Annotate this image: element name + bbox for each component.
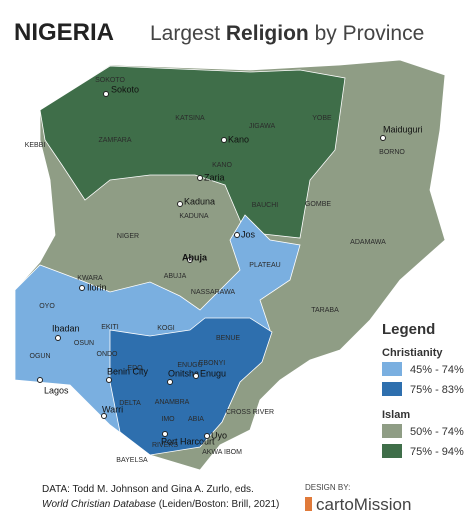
city-dot bbox=[162, 431, 168, 437]
city-label: Port Harcourt bbox=[161, 436, 215, 446]
credit-label: DESIGN BY: bbox=[305, 483, 350, 492]
state-label: KANO bbox=[212, 162, 232, 169]
state-label: OSUN bbox=[74, 340, 94, 347]
state-label: BAYELSA bbox=[116, 457, 148, 464]
state-label: OYO bbox=[39, 303, 55, 310]
map bbox=[14, 59, 446, 471]
state-label: IMO bbox=[161, 416, 175, 423]
city-label: Zaria bbox=[204, 172, 225, 182]
legend-label: 45% - 74% bbox=[410, 364, 464, 376]
city-dot bbox=[37, 377, 43, 383]
state-label: ANAMBRA bbox=[155, 399, 190, 406]
source-italic: World Christian Database bbox=[42, 499, 156, 510]
city-dot bbox=[55, 335, 61, 341]
state-label: DELTA bbox=[119, 400, 141, 407]
state-label: JIGAWA bbox=[249, 123, 276, 130]
city-dot bbox=[167, 379, 173, 385]
city-label: Maiduguri bbox=[383, 124, 423, 134]
city-dot bbox=[380, 135, 386, 141]
state-label: EKITI bbox=[101, 324, 119, 331]
city-dot bbox=[234, 232, 240, 238]
city-dot bbox=[79, 285, 85, 291]
source-line: DATA: Todd M. Johnson and Gina A. Zurlo,… bbox=[42, 484, 254, 495]
legend-swatch bbox=[382, 382, 402, 396]
legend-group: Islam bbox=[382, 409, 410, 421]
city-label: Uyo bbox=[211, 430, 227, 440]
state-label: RIVERS bbox=[152, 442, 178, 449]
state-label: ABUJA bbox=[164, 273, 187, 280]
state-label: NASSARAWA bbox=[191, 289, 236, 296]
city-dot bbox=[101, 413, 107, 419]
state-label: AKWA IBOM bbox=[202, 449, 242, 456]
state-label: KATSINA bbox=[175, 115, 205, 122]
state-label: ONDO bbox=[97, 351, 119, 358]
source-rest: (Leiden/Boston: Brill, 2021) bbox=[156, 499, 279, 510]
state-label: ADAMAWA bbox=[350, 239, 386, 246]
state-label: CROSS RIVER bbox=[226, 409, 274, 416]
legend-group: Christianity bbox=[382, 347, 443, 359]
city-label: Ilorin bbox=[87, 282, 107, 292]
city-dot bbox=[193, 373, 199, 379]
legend-swatch bbox=[382, 424, 402, 438]
city-dot bbox=[177, 201, 183, 207]
city-dot bbox=[187, 257, 193, 263]
city-label: Sokoto bbox=[111, 84, 139, 94]
title: NIGERIA bbox=[14, 19, 114, 46]
subtitle-bold: Religion bbox=[226, 22, 309, 45]
city-dot bbox=[103, 91, 109, 97]
subtitle: Largest Religion by Province bbox=[150, 22, 424, 45]
city-label: Onitsha bbox=[168, 368, 199, 378]
city-label: Enugu bbox=[200, 368, 226, 378]
city-label: Lagos bbox=[44, 385, 69, 395]
state-label: BENUE bbox=[216, 335, 240, 342]
legend-swatch bbox=[382, 444, 402, 458]
city-dot bbox=[197, 175, 203, 181]
subtitle-part: Largest bbox=[150, 22, 226, 45]
city-label: Ibadan bbox=[52, 323, 80, 333]
state-label: BORNO bbox=[379, 149, 405, 156]
city-label: Kaduna bbox=[184, 196, 215, 206]
state-label: KEBBI bbox=[25, 142, 46, 149]
subtitle-part: by Province bbox=[309, 22, 425, 45]
city-label: Abuja bbox=[182, 252, 208, 262]
source-line: World Christian Database (Leiden/Boston:… bbox=[42, 499, 279, 510]
legend-label: 75% - 94% bbox=[410, 446, 464, 458]
city-dot bbox=[204, 433, 210, 439]
state-label: YOBE bbox=[312, 115, 332, 122]
credit-icon bbox=[305, 497, 312, 511]
city-label: Warri bbox=[102, 404, 123, 414]
city-dot bbox=[106, 377, 112, 383]
state-label: SOKOTO bbox=[95, 77, 125, 84]
legend-label: 50% - 74% bbox=[410, 426, 464, 438]
state-label: ZAMFARA bbox=[98, 137, 131, 144]
state-label: NIGER bbox=[117, 233, 139, 240]
credit-name: cartoMission bbox=[316, 495, 411, 514]
city-dot bbox=[221, 137, 227, 143]
state-label: ENUGU bbox=[177, 362, 202, 369]
state-label: BAUCHI bbox=[252, 202, 279, 209]
state-label: TARABA bbox=[311, 307, 339, 314]
legend-label: 75% - 83% bbox=[410, 384, 464, 396]
state-label: GOMBE bbox=[305, 201, 331, 208]
state-label: EBONYI bbox=[199, 360, 226, 367]
region-christian-high bbox=[109, 317, 273, 456]
state-label: OGUN bbox=[30, 353, 51, 360]
state-label: EDO bbox=[127, 365, 143, 372]
legend-swatch bbox=[382, 362, 402, 376]
legend-title: Legend bbox=[382, 321, 435, 338]
city-label: Benin City bbox=[107, 366, 149, 376]
state-label: KOGI bbox=[157, 325, 175, 332]
city-label: Kano bbox=[228, 134, 249, 144]
state-label: KADUNA bbox=[179, 213, 209, 220]
city-label: Jos bbox=[241, 229, 256, 239]
state-label: ABIA bbox=[188, 416, 204, 423]
state-label: KWARA bbox=[77, 275, 103, 282]
state-label: PLATEAU bbox=[249, 262, 280, 269]
